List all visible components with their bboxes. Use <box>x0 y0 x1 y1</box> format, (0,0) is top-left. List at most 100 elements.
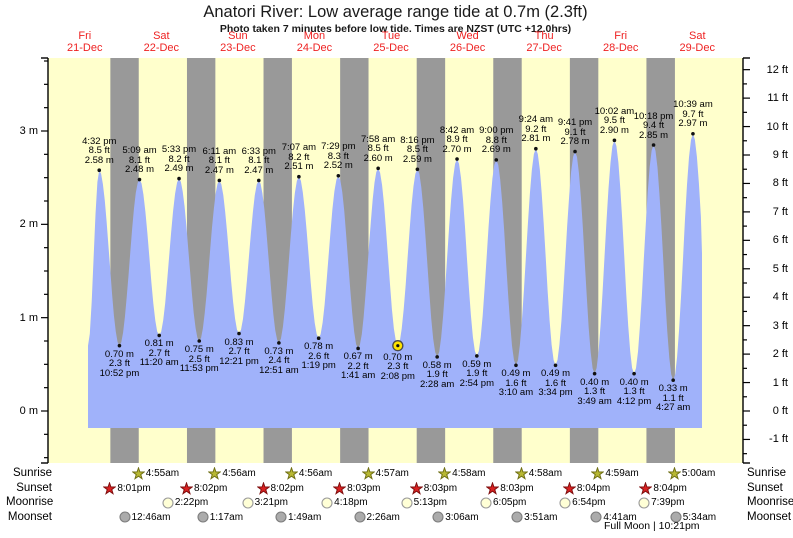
day-date: 27-Dec <box>526 42 562 54</box>
tide-low-label: 0.83 m 2.7 ft 12:21 pm <box>219 338 259 367</box>
tide-label-line: 7:07 am <box>281 142 317 154</box>
tide-label-line: 9:41 pm <box>557 117 593 129</box>
tide-curve-area <box>88 133 702 429</box>
day-date: 24-Dec <box>296 42 333 54</box>
tide-point-dot <box>376 166 380 171</box>
tide-point-dot <box>475 354 479 358</box>
day-date: 26-Dec <box>449 42 486 54</box>
astro-event-time: 8:01pm <box>117 482 151 494</box>
tide-label-line: 5:33 pm <box>161 144 197 156</box>
tide-label-line: 8.5 ft <box>88 145 110 157</box>
tide-point-dot <box>137 177 142 182</box>
chart-subtitle: Photo taken 7 minutes before low tide. T… <box>219 23 572 35</box>
astro-event-time: 8:03pm <box>500 482 534 494</box>
tide-label-line: 8:42 am <box>439 124 475 136</box>
tide-label-line: 9.4 ft <box>642 120 665 132</box>
day-header: Sun 23-Dec <box>220 30 255 54</box>
sunrise-star-icon <box>131 467 146 480</box>
tide-high-label: 8:16 pm 8.5 ft 2.59 m <box>400 136 434 165</box>
astro-event-time: 4:18pm <box>334 497 368 508</box>
photo-marker-center-dot <box>396 344 400 348</box>
tide-label-line: 2.47 m <box>204 164 234 176</box>
right-axis-tick-label: -1 ft <box>769 433 788 446</box>
tide-label-line: 8.3 ft <box>327 150 349 162</box>
tide-label-line: 2.58 m <box>84 154 114 166</box>
tide-low-label: 0.73 m 2.4 ft 12:51 am <box>259 347 299 376</box>
tide-label-line: 8.1 ft <box>128 154 151 166</box>
tide-point-dot <box>415 167 420 172</box>
astro-event-moonset: 3:51am <box>511 511 558 524</box>
astro-event-time: 3:06am <box>445 511 479 523</box>
astro-event-moonset: 12:46am <box>118 511 170 524</box>
astro-event-time: 6:05pm <box>492 497 527 508</box>
astro-event-sunset: 8:04pm <box>639 481 687 495</box>
tide-point-dot <box>197 339 202 343</box>
astro-event-time: 1:49am <box>287 511 322 523</box>
day-name: Sun <box>228 30 248 42</box>
tide-label-line: 8.8 ft <box>485 134 507 146</box>
tide-label-line: 9.2 ft <box>525 123 547 135</box>
tide-label-line: 2.51 m <box>284 161 314 173</box>
tide-high-label: 5:09 am 8.1 ft 2.48 m <box>122 146 156 175</box>
astro-row-label-right-sunset: Sunset <box>747 481 783 494</box>
moonset-circle-icon <box>670 511 683 523</box>
astro-event-moonrise: 2:22pm <box>162 496 208 509</box>
tide-label-line: 3:34 pm <box>538 387 573 399</box>
tide-label-line: 11:53 pm <box>179 363 219 374</box>
tide-label-line: 3:10 am <box>498 387 534 399</box>
tide-point-dot <box>435 355 439 359</box>
right-axis-tick-label: 7 ft <box>772 205 788 218</box>
tide-high-label: 4:32 pm 8.5 ft 2.58 m <box>82 137 116 166</box>
tide-label-line: 2.49 m <box>164 163 194 175</box>
astro-event-time: 4:58am <box>528 468 563 479</box>
tide-low-label: 0.67 m 2.2 ft 1:41 am <box>341 352 375 381</box>
tide-label-line: 12:51 am <box>259 364 299 376</box>
astro-event-time: 8:04pm <box>653 482 687 494</box>
tide-label-line: 6:33 pm <box>241 145 276 157</box>
astro-event-moonset: 1:49am <box>275 511 321 524</box>
tide-label-line: 2.70 m <box>442 143 472 155</box>
day-header: Wed 26-Dec <box>450 30 485 54</box>
day-name: Tue <box>381 30 401 42</box>
astro-event-sunset: 8:03pm <box>409 481 458 495</box>
left-axis-tick-label: 2 m <box>19 218 38 231</box>
astro-event-time: 8:03pm <box>423 482 458 494</box>
day-header: Tue 25-Dec <box>373 30 408 54</box>
tide-point-dot <box>336 174 341 178</box>
moonset-circle-icon <box>197 511 210 523</box>
tide-low-label: 0.49 m 1.6 ft 3:10 am <box>499 369 533 398</box>
astro-event-sunset: 8:01pm <box>103 481 151 495</box>
day-date: 21-Dec <box>67 42 103 54</box>
tide-label-line: 2.48 m <box>124 164 155 176</box>
right-axis-tick-label: 0 ft <box>772 405 788 417</box>
tide-point-dot <box>217 178 222 183</box>
astro-row-label-left-sunset: Sunset <box>16 481 52 494</box>
right-axis-tick-label: 6 ft <box>772 234 788 247</box>
astro-event-sunrise: 4:58am <box>514 467 563 480</box>
tide-label-line: 1.9 ft <box>426 369 448 381</box>
tide-label-line: 1.1 ft <box>662 392 684 404</box>
tide-label-line: 8:16 pm <box>400 134 435 146</box>
day-header: Fri 28-Dec <box>603 30 638 54</box>
tide-low-label: 0.40 m 1.3 ft 4:12 pm <box>617 378 651 407</box>
tide-label-line: 1.3 ft <box>584 386 606 398</box>
tide-label-line: 1.3 ft <box>623 386 645 398</box>
moonrise-circle-icon <box>401 496 414 509</box>
day-name: Thu <box>534 30 554 42</box>
tide-label-line: 2.3 ft <box>387 361 409 373</box>
sunset-star-icon <box>103 481 117 495</box>
tide-label-line: 2.90 m <box>599 124 629 136</box>
astro-event-sunrise: 4:56am <box>284 467 332 480</box>
tide-label-line: 9.5 ft <box>603 115 625 127</box>
tide-point-dot <box>651 143 656 147</box>
astro-row-label-left-moonrise: Moonrise <box>6 496 54 508</box>
tide-label-line: 10:52 pm <box>99 367 140 379</box>
right-axis-tick-label: 12 ft <box>766 63 788 76</box>
tide-label-line: 0.75 m <box>184 344 214 355</box>
tide-low-label: 0.33 m 1.1 ft 4:27 am <box>656 384 690 413</box>
tide-high-label: 6:11 am 8.1 ft 2.47 m <box>203 147 237 176</box>
moonset-circle-icon <box>275 511 288 523</box>
tide-label-line: 8.1 ft <box>208 155 230 167</box>
tide-point-dot <box>356 346 360 351</box>
day-date: 23-Dec <box>220 42 256 54</box>
